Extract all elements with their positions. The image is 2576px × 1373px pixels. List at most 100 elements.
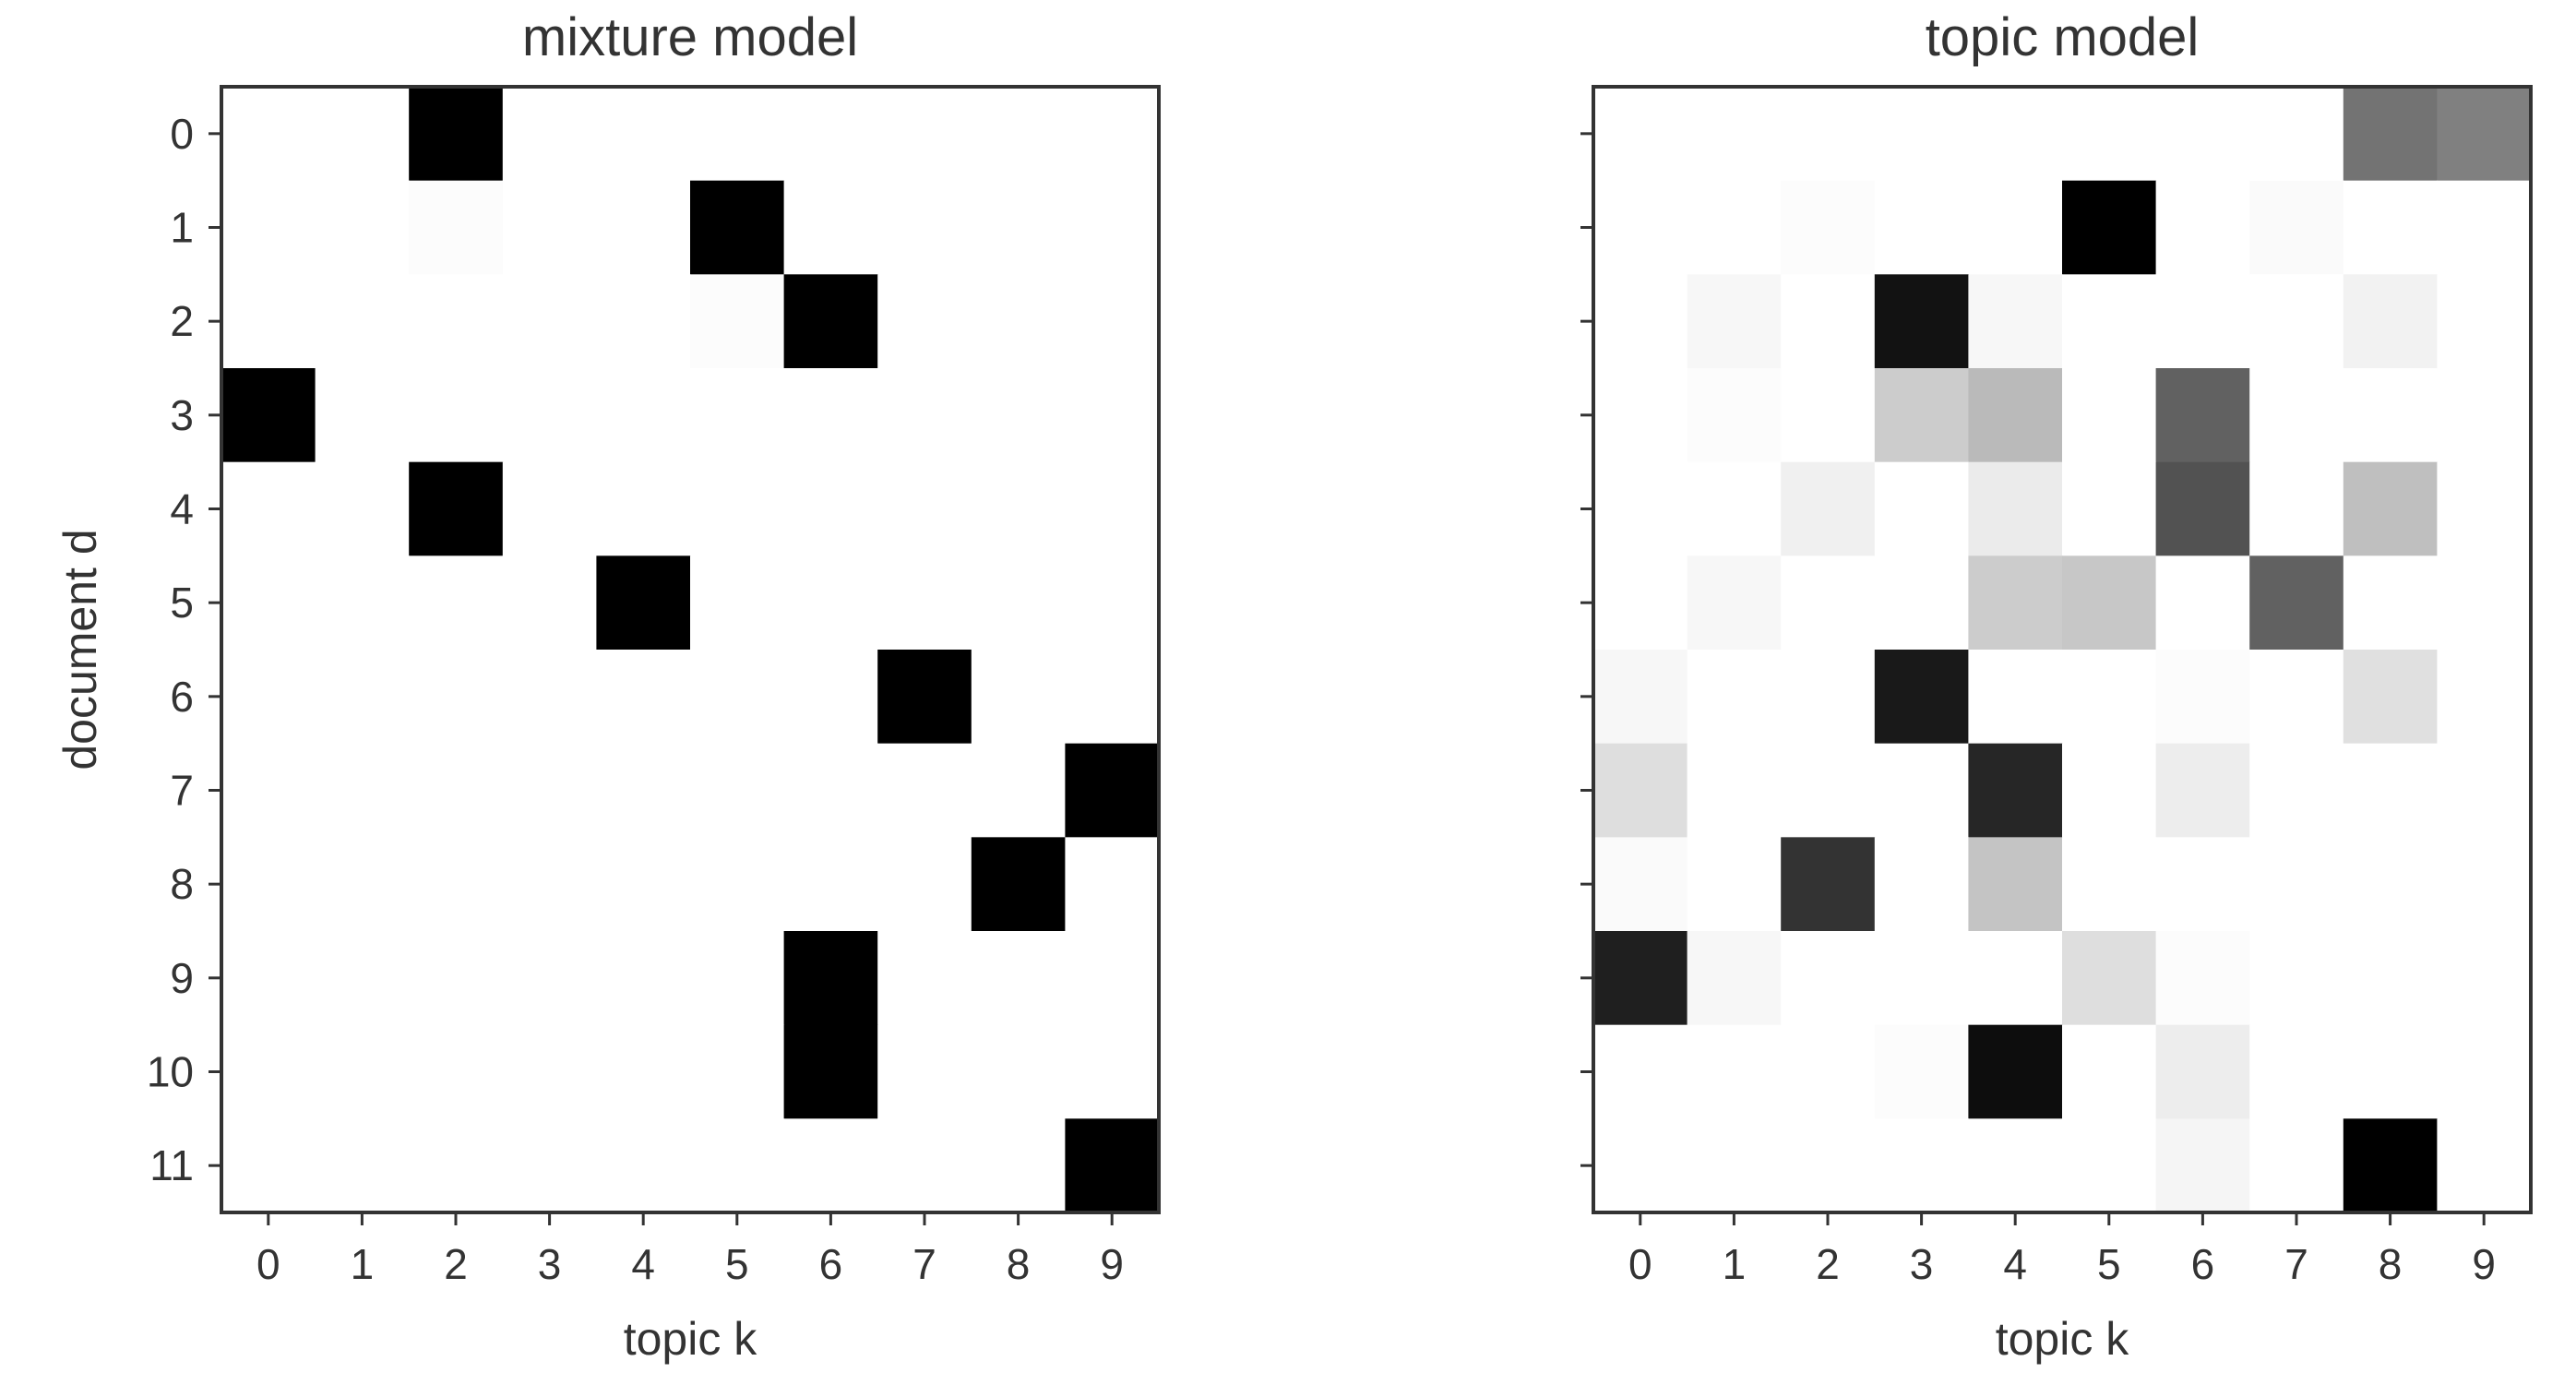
topic-model-cell-d1-k4 bbox=[1968, 180, 2063, 275]
topic-model-cell-d1-k7 bbox=[2249, 180, 2344, 275]
mixture-model-cell-d11-k6 bbox=[783, 1118, 878, 1213]
mixture-model-cell-d1-k3 bbox=[502, 180, 597, 275]
topic-model-cell-d2-k5 bbox=[2062, 274, 2157, 369]
topic-model-ticks: 0 1 2 3 4 5 6 7 8 9 bbox=[1580, 132, 2496, 1288]
topic-model-cell-d11-k5 bbox=[2062, 1118, 2157, 1213]
topic-model-x-axis-label: topic k bbox=[1996, 1313, 2130, 1365]
mixture-model-cell-d2-k5 bbox=[690, 274, 785, 369]
topic-model-cell-d0-k2 bbox=[1781, 87, 1876, 182]
mixture-model-cell-d7-k3 bbox=[502, 743, 597, 838]
mixture-model-x-tick-label-0: 0 bbox=[256, 1240, 280, 1288]
topic-model-cell-d4-k5 bbox=[2062, 461, 2157, 556]
mixture-model-cell-d8-k6 bbox=[783, 837, 878, 932]
topic-model-cell-d8-k5 bbox=[2062, 837, 2157, 932]
mixture-model-cell-d11-k0 bbox=[221, 1118, 316, 1213]
mixture-model-cell-d6-k6 bbox=[783, 650, 878, 745]
mixture-model-cell-d10-k4 bbox=[596, 1024, 691, 1119]
topic-model-cell-d5-k5 bbox=[2062, 555, 2157, 651]
topic-model-cell-d6-k9 bbox=[2437, 650, 2532, 745]
mixture-model-y-tick-label-5: 5 bbox=[170, 579, 194, 627]
mixture-model-cell-d5-k7 bbox=[877, 555, 972, 651]
topic-model-cell-d9-k5 bbox=[2062, 931, 2157, 1026]
mixture-model-x-tick-label-2: 2 bbox=[444, 1240, 468, 1288]
mixture-model-cell-d1-k9 bbox=[1065, 180, 1160, 275]
mixture-model-cell-d8-k1 bbox=[315, 837, 410, 932]
topic-model-cell-d11-k4 bbox=[1968, 1118, 2063, 1213]
mixture-model-cell-d3-k2 bbox=[409, 368, 504, 463]
topic-model-cell-d7-k4 bbox=[1968, 743, 2063, 838]
topic-model-cell-d0-k4 bbox=[1968, 87, 2063, 182]
topic-model-cell-d7-k3 bbox=[1874, 743, 1969, 838]
mixture-model-cell-d4-k2 bbox=[409, 461, 504, 556]
topic-model-cell-d1-k1 bbox=[1687, 180, 1782, 275]
topic-model-cell-d10-k7 bbox=[2249, 1024, 2344, 1119]
mixture-model-cell-d1-k1 bbox=[315, 180, 410, 275]
topic-model-cell-d8-k7 bbox=[2249, 837, 2344, 932]
topic-model-cell-d3-k2 bbox=[1781, 368, 1876, 463]
mixture-model-cell-d9-k4 bbox=[596, 931, 691, 1026]
topic-model-cell-d3-k6 bbox=[2155, 368, 2250, 463]
mixture-model-cell-d5-k6 bbox=[783, 555, 878, 651]
mixture-model-cell-d0-k8 bbox=[971, 87, 1066, 182]
topic-model-cell-d0-k9 bbox=[2437, 87, 2532, 182]
mixture-model-cell-d3-k1 bbox=[315, 368, 410, 463]
mixture-model-cell-d0-k6 bbox=[783, 87, 878, 182]
topic-model-cell-d7-k8 bbox=[2343, 743, 2438, 838]
mixture-model-cell-d9-k9 bbox=[1065, 931, 1160, 1026]
topic-model-title: topic model bbox=[1926, 7, 2200, 67]
topic-model-cell-d9-k3 bbox=[1874, 931, 1969, 1026]
topic-model-cell-d9-k6 bbox=[2155, 931, 2250, 1026]
topic-model-cell-d8-k0 bbox=[1593, 837, 1688, 932]
topic-model-heatmap-cells bbox=[1593, 87, 2532, 1213]
mixture-model-cell-d2-k8 bbox=[971, 274, 1066, 369]
topic-model-cell-d3-k9 bbox=[2437, 368, 2532, 463]
topic-model-cell-d5-k9 bbox=[2437, 555, 2532, 651]
mixture-model-y-tick-label-3: 3 bbox=[170, 391, 194, 439]
mixture-model-cell-d1-k0 bbox=[221, 180, 316, 275]
topic-model-cell-d5-k4 bbox=[1968, 555, 2063, 651]
mixture-model-cell-d0-k7 bbox=[877, 87, 972, 182]
topic-model-cell-d9-k2 bbox=[1781, 931, 1876, 1026]
mixture-model-axes-frame bbox=[220, 85, 1161, 1214]
mixture-model-cell-d4-k3 bbox=[502, 461, 597, 556]
mixture-model-heatmap-cells bbox=[221, 87, 1160, 1213]
topic-model-cell-d6-k2 bbox=[1781, 650, 1876, 745]
mixture-model-cell-d0-k4 bbox=[596, 87, 691, 182]
mixture-model-y-tick-label-11: 11 bbox=[149, 1141, 194, 1189]
topic-model-cell-d0-k3 bbox=[1874, 87, 1969, 182]
mixture-model-cell-d11-k7 bbox=[877, 1118, 972, 1213]
mixture-model-y-tick-label-8: 8 bbox=[170, 860, 194, 908]
mixture-model-cell-d2-k1 bbox=[315, 274, 410, 369]
topic-model-cell-d4-k3 bbox=[1874, 461, 1969, 556]
topic-model-panel: 0 1 2 3 4 5 6 7 8 9 topic model topic k bbox=[1580, 7, 2533, 1365]
mixture-model-cell-d1-k6 bbox=[783, 180, 878, 275]
mixture-model-cell-d5-k1 bbox=[315, 555, 410, 651]
mixture-model-cell-d3-k9 bbox=[1065, 368, 1160, 463]
topic-model-cell-d6-k1 bbox=[1687, 650, 1782, 745]
topic-model-cell-d8-k3 bbox=[1874, 837, 1969, 932]
mixture-model-cell-d6-k7 bbox=[877, 650, 972, 745]
topic-model-cell-d4-k9 bbox=[2437, 461, 2532, 556]
mixture-model-cell-d1-k8 bbox=[971, 180, 1066, 275]
mixture-model-cell-d3-k5 bbox=[690, 368, 785, 463]
mixture-model-y-axis-label: document d bbox=[54, 529, 106, 770]
mixture-model-cell-d7-k7 bbox=[877, 743, 972, 838]
topic-model-x-tick-label-3: 3 bbox=[1910, 1240, 1934, 1288]
topic-model-x-tick-label-9: 9 bbox=[2472, 1240, 2496, 1288]
topic-model-cell-d3-k5 bbox=[2062, 368, 2157, 463]
mixture-model-cell-d4-k1 bbox=[315, 461, 410, 556]
topic-model-cell-d2-k2 bbox=[1781, 274, 1876, 369]
topic-model-cell-d6-k0 bbox=[1593, 650, 1688, 745]
mixture-model-ticks: 0 1 2 3 4 5 6 7 8 9 0 1 2 3 4 5 6 7 8 9 10 11 bbox=[147, 110, 1124, 1288]
mixture-model-cell-d0-k9 bbox=[1065, 87, 1160, 182]
topic-model-cell-d6-k8 bbox=[2343, 650, 2438, 745]
mixture-model-cell-d3-k8 bbox=[971, 368, 1066, 463]
mixture-model-y-tick-label-2: 2 bbox=[170, 297, 194, 345]
mixture-model-cell-d2-k0 bbox=[221, 274, 316, 369]
topic-model-cell-d8-k1 bbox=[1687, 837, 1782, 932]
topic-model-cell-d10-k1 bbox=[1687, 1024, 1782, 1119]
topic-model-cell-d0-k1 bbox=[1687, 87, 1782, 182]
mixture-model-cell-d2-k9 bbox=[1065, 274, 1160, 369]
mixture-model-x-tick-label-5: 5 bbox=[725, 1240, 749, 1288]
mixture-model-cell-d10-k8 bbox=[971, 1024, 1066, 1119]
